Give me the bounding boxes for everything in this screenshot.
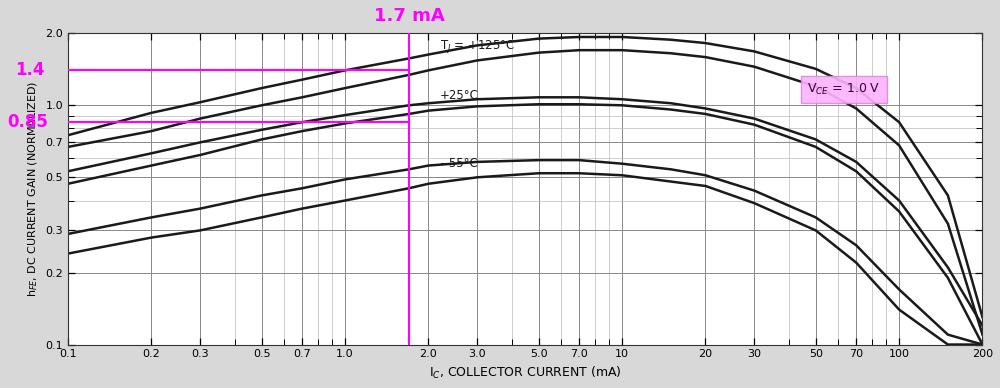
Text: 1.7 mA: 1.7 mA [374,7,444,25]
Text: −55°C: −55°C [440,157,479,170]
Y-axis label: h$_{FE}$, DC CURRENT GAIN (NORMALIZED): h$_{FE}$, DC CURRENT GAIN (NORMALIZED) [26,81,40,297]
Text: T$_J$ = +125$\degree$C: T$_J$ = +125$\degree$C [440,38,515,55]
Text: +25°C: +25°C [440,89,479,102]
X-axis label: I$_C$, COLLECTOR CURRENT (mA): I$_C$, COLLECTOR CURRENT (mA) [429,365,622,381]
Text: V$_{CE}$ = 1.0 V: V$_{CE}$ = 1.0 V [807,82,880,97]
Text: 0.85: 0.85 [7,113,48,131]
Text: 1.4: 1.4 [15,61,45,79]
